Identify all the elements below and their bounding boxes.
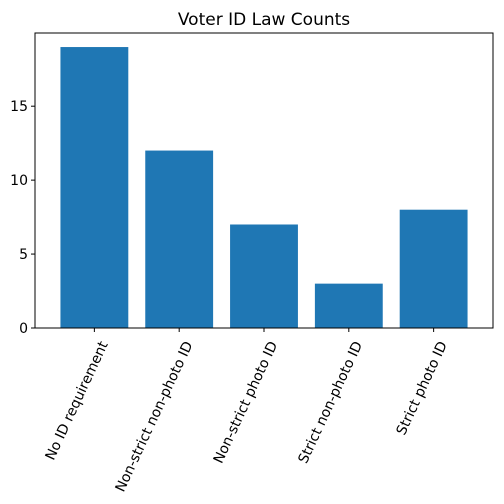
bar-3 [314,283,383,328]
x-axis: No ID requirement Non-strict non-photo ID… [43,328,451,495]
x-tick-label-2: Non-strict photo ID [211,339,282,466]
bar-1 [145,150,214,328]
x-tick-label-1: Non-strict non-photo ID [113,339,197,495]
y-tick-label-0: 0 [19,321,28,337]
plot-frame [34,32,494,329]
y-axis: 0 5 10 15 [10,99,35,337]
y-tick-label-2: 10 [10,173,28,189]
chart-title: Voter ID Law Counts [178,10,350,30]
x-tick-label-3: Strict non-photo ID [296,339,367,466]
x-tick-label-0: No ID requirement [43,339,112,463]
bars-group [60,47,468,329]
bar-2 [230,224,298,328]
x-tick-label-4: Strict photo ID [394,339,451,438]
y-tick-label-3: 15 [10,99,28,115]
y-tick-label-1: 5 [19,247,28,263]
bar-0 [60,47,129,329]
bar-4 [399,209,468,328]
